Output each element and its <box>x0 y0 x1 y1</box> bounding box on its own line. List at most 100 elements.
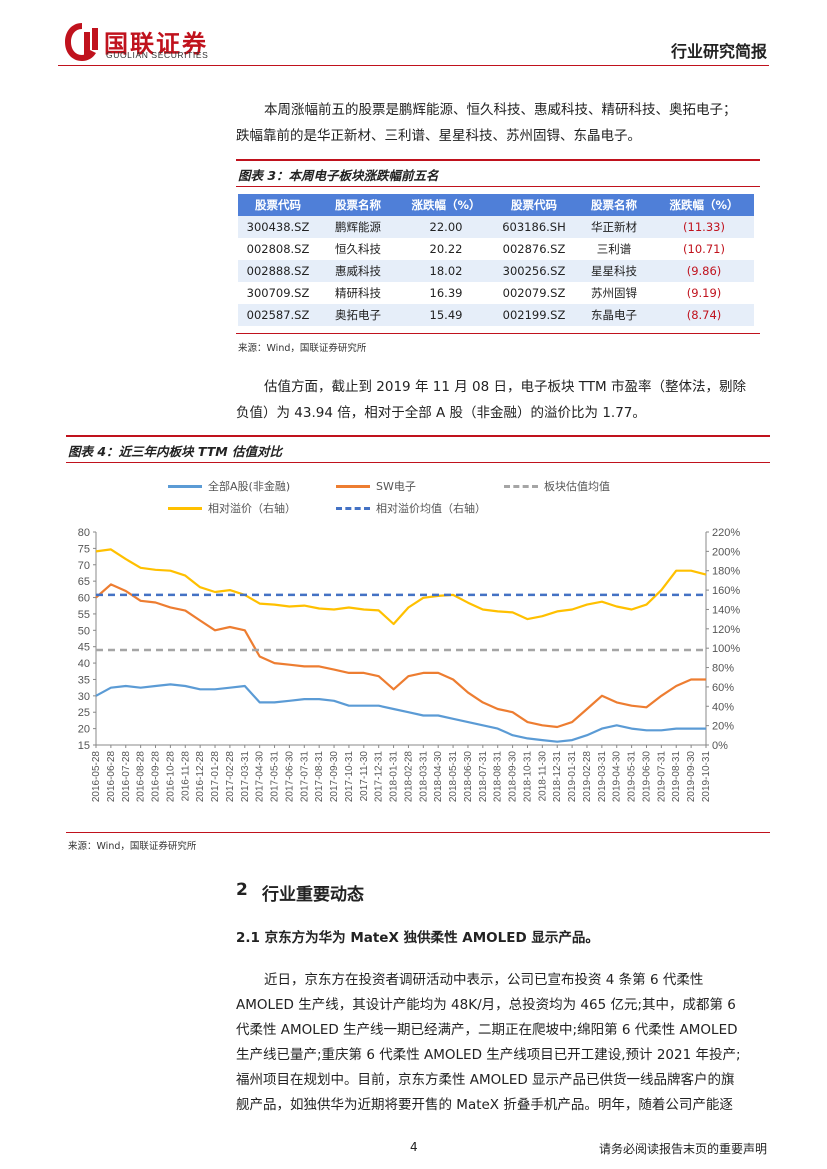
x-tick-label: 2018-04-30 <box>433 751 444 803</box>
cell-name: 惠威科技 <box>318 260 398 282</box>
legend-premium-swatch <box>168 506 202 510</box>
x-tick-label: 2019-01-31 <box>567 751 578 803</box>
report-type: 行业研究简报 <box>670 42 767 61</box>
x-tick-label: 2019-07-31 <box>656 751 667 803</box>
cell-change: 15.49 <box>398 304 494 326</box>
x-tick-label: 2018-05-31 <box>448 751 459 803</box>
cell-name: 恒久科技 <box>335 242 381 256</box>
section-2-title: 行业重要动态 <box>262 885 364 905</box>
x-tick-label: 2018-11-30 <box>537 751 548 802</box>
table-row: 002587.SZ 奥拓电子 15.49 002199.SZ 东晶电子 (8.7… <box>238 304 754 326</box>
figure4-top-rule <box>66 435 770 437</box>
cell-change: (9.86) <box>654 260 754 282</box>
x-tick-label: 2016-12-28 <box>195 751 206 803</box>
x-tick-label: 2019-05-31 <box>627 751 638 803</box>
figure3-bottom-rule <box>236 333 760 334</box>
cell-change: (8.74) <box>654 304 754 326</box>
cell-code: 300709.SZ <box>246 286 310 300</box>
table-row: 300438.SZ 鹏辉能源 22.00 603186.SH 华正新材 (11.… <box>238 216 754 238</box>
x-tick-label: 2016-06-28 <box>106 751 117 803</box>
y-right-tick-label: 60% <box>712 682 734 694</box>
logo-text-en: GUOLIAN SECURITIES <box>106 50 209 60</box>
y-left-tick-label: 45 <box>78 642 90 654</box>
x-tick-label: 2018-08-31 <box>493 751 504 803</box>
figure4-bottom-rule <box>66 832 770 833</box>
y-left-tick-label: 25 <box>78 707 90 719</box>
y-left-tick-label: 75 <box>78 543 90 555</box>
y-left-tick-label: 15 <box>78 740 90 752</box>
header-divider <box>58 65 769 66</box>
cell-code: 603186.SH <box>494 216 574 238</box>
y-left-tick-label: 65 <box>78 576 90 588</box>
intro-line-1: 本周涨幅前五的股票是鹏辉能源、恒久科技、惠威科技、精研科技、奥拓电子； <box>264 102 737 118</box>
x-tick-label: 2017-12-31 <box>374 751 385 803</box>
table-row: 002808.SZ 恒久科技 20.22 002876.SZ 三利谱 (10.7… <box>238 238 754 260</box>
figure4-title-rule <box>66 462 770 463</box>
x-tick-label: 2019-09-30 <box>686 751 697 803</box>
section-2-1-line-3: 代柔性 AMOLED 生产线一期已经满产，二期正在爬坡中;绵阳第 6 代柔性 A… <box>236 1022 738 1038</box>
series-premium-line <box>95 548 707 626</box>
legend-all-a-label: 全部A股(非金融) <box>208 480 291 493</box>
x-tick-label: 2019-04-30 <box>612 751 623 803</box>
section-2-1-line-2: AMOLED 生产线，其设计产能均为 48K/月，总投资均为 465 亿元;其中… <box>236 997 736 1013</box>
cell-change: 22.00 <box>398 216 494 238</box>
valuation-line-chart: 15 20 25 30 35 40 45 50 55 60 65 70 75 80 0% 20% 40% 60% 8… <box>78 527 741 803</box>
cell-code: 002587.SZ <box>238 304 318 326</box>
col-header-change-2: 涨跌幅（%） <box>654 194 754 216</box>
y-right-tick-label: 140% <box>712 604 740 616</box>
section-2-1-title: 2.1 京东方为华为 MateX 独供柔性 AMOLED 显示产品。 <box>236 930 599 946</box>
y-left-tick-label: 70 <box>78 560 90 572</box>
cell-change: 18.02 <box>398 260 494 282</box>
legend-premium-label: 相对溢价（右轴） <box>208 502 296 515</box>
figure3-title-rule <box>236 186 760 187</box>
table-row: 300709.SZ 精研科技 16.39 002079.SZ 苏州固锝 (9.1… <box>238 282 754 304</box>
x-tick-label: 2016-05-28 <box>91 751 102 803</box>
x-tick-label: 2017-11-30 <box>359 751 370 802</box>
x-tick-label: 2019-02-28 <box>582 751 593 803</box>
x-tick-label: 2016-10-28 <box>165 751 176 803</box>
x-tick-label: 2018-06-30 <box>463 751 474 803</box>
table-row: 002888.SZ 惠威科技 18.02 300256.SZ 星星科技 (9.8… <box>238 260 754 282</box>
y-right-tick-label: 80% <box>712 663 734 675</box>
y-right-tick-label: 200% <box>712 546 740 558</box>
section-2-1-line-5: 福州项目在规划中。目前，京东方柔性 AMOLED 显示产品已供货一线品牌客户的旗 <box>236 1072 735 1088</box>
x-tick-label: 2016-07-28 <box>121 751 132 803</box>
valuation-line-2: 负值）为 43.94 倍，相对于全部 A 股（非金融）的溢价比为 1.77。 <box>236 405 646 421</box>
y-right-tick-label: 120% <box>712 624 740 636</box>
x-tick-label: 2019-10-31 <box>701 751 712 803</box>
logo-text-cn: 国联证券 <box>104 30 208 58</box>
legend-sector-mean: 板块估值均值 <box>504 478 610 494</box>
cell-change: (9.19) <box>686 286 722 300</box>
cell-change: 16.39 <box>429 286 463 300</box>
figure4-source: 来源：Wind，国联证券研究所 <box>68 841 197 852</box>
legend-sw-label: SW电子 <box>376 480 416 493</box>
legend-premium-mean-swatch <box>336 506 370 510</box>
y-right-tick-label: 100% <box>712 643 740 655</box>
figure3-title: 图表 3：本周电子板块涨跌幅前五名 <box>238 168 439 183</box>
disclaimer-note: 请务必阅读报告末页的重要声明 <box>598 1142 767 1156</box>
legend-sw-swatch <box>336 484 370 488</box>
cell-code: 002079.SZ <box>502 286 566 300</box>
x-tick-label: 2018-12-31 <box>552 751 563 803</box>
series-sw-line <box>95 583 706 729</box>
cell-name: 精研科技 <box>335 286 381 300</box>
cell-code: 300256.SZ <box>494 260 574 282</box>
y-left-tick-label: 50 <box>78 625 90 637</box>
cell-name: 鹏辉能源 <box>318 216 398 238</box>
cell-change: (10.71) <box>683 242 725 256</box>
x-tick-label: 2017-02-28 <box>225 751 236 803</box>
x-tick-label: 2018-07-31 <box>478 751 489 803</box>
y-left-tick-label: 35 <box>78 674 90 686</box>
y-left-tick-label: 55 <box>78 609 90 621</box>
section-2-1-line-4: 生产线已量产;重庆第 6 代柔性 AMOLED 生产线项目已开工建设,预计 20… <box>236 1047 741 1063</box>
x-tick-label: 2019-06-30 <box>641 751 652 803</box>
y-right-tick-label: 0% <box>712 740 728 752</box>
x-tick-label: 2017-09-30 <box>329 751 340 803</box>
cell-code: 002876.SZ <box>502 242 566 256</box>
cell-change: (11.33) <box>654 216 754 238</box>
x-tick-label: 2016-11-28 <box>180 751 191 802</box>
section-2-number: 2 <box>236 880 248 900</box>
figure3-top-rule <box>236 159 760 161</box>
x-tick-label: 2017-05-31 <box>270 751 281 803</box>
section-2-1-line-1: 近日，京东方在投资者调研活动中表示，公司已宣布投资 4 条第 6 代柔性 <box>264 972 704 988</box>
